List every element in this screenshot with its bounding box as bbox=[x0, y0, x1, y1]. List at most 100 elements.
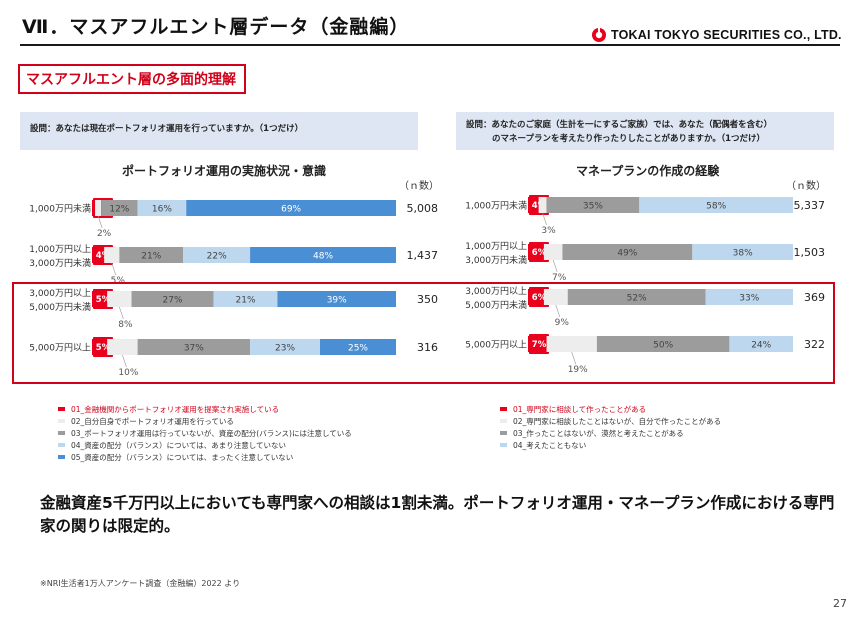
portfolio-legend-item: 03_ポートフォリオ運用は行っていないが、資産の配分(バランス)には注意している bbox=[58, 427, 352, 439]
portfolio-n-count: 5,008 bbox=[407, 202, 439, 215]
portfolio-n-count: 316 bbox=[417, 341, 438, 354]
portfolio-bar-2 bbox=[131, 291, 214, 307]
moneyplan-data-label: 9% bbox=[555, 318, 570, 328]
portfolio-data-label: 8% bbox=[118, 320, 133, 330]
portfolio-data-label: 10% bbox=[118, 368, 138, 378]
portfolio-leader-line bbox=[111, 262, 117, 276]
portfolio-bar-1 bbox=[107, 339, 138, 355]
portfolio-n-count: 1,437 bbox=[407, 249, 439, 262]
portfolio-data-label: 4% bbox=[96, 251, 111, 261]
portfolio-bar-4 bbox=[277, 291, 396, 307]
moneyplan-legend-swatch bbox=[500, 419, 507, 423]
question-box-portfolio: 設問：あなたは現在ポートフォリオ運用を行っていますか。（1つだけ） bbox=[20, 112, 418, 150]
moneyplan-legend-item: 01_専門家に相談して作ったことがある bbox=[500, 403, 721, 415]
moneyplan-leader-line bbox=[542, 212, 547, 226]
moneyplan-bar-3 bbox=[639, 197, 793, 213]
moneyplan-data-label: 3% bbox=[541, 226, 556, 236]
moneyplan-bar-1 bbox=[546, 336, 597, 352]
portfolio-bar-4 bbox=[250, 247, 396, 263]
portfolio-category-label: 3,000万円未満 bbox=[29, 257, 91, 269]
moneyplan-leader-line bbox=[552, 259, 558, 273]
moneyplan-data-label: 50% bbox=[653, 341, 673, 351]
moneyplan-n-count: 322 bbox=[804, 338, 825, 351]
moneyplan-legend-swatch bbox=[500, 443, 507, 447]
moneyplan-category-label: 3,000万円未満 bbox=[465, 254, 527, 266]
portfolio-data-label: 27% bbox=[163, 296, 183, 306]
portfolio-legend-label: 05_資産の配分（バランス）については、まったく注意していない bbox=[71, 452, 294, 462]
portfolio-bar-3 bbox=[213, 291, 278, 307]
portfolio-legend-label: 02_自分自身でポートフォリオ運用を行っている bbox=[71, 416, 234, 426]
moneyplan-bar-2 bbox=[562, 244, 693, 260]
legend-portfolio: 01_金融機関からポートフォリオ運用を提案され実施している 02_自分自身でポート… bbox=[58, 403, 352, 463]
portfolio-category-label: 1,000万円未満 bbox=[29, 203, 91, 215]
moneyplan-category-label: 3,000万円以上 bbox=[465, 286, 527, 297]
company-logo-icon bbox=[592, 28, 606, 42]
moneyplan-leader-line bbox=[571, 351, 577, 365]
moneyplan-category-label: 5,000万円以上 bbox=[465, 340, 527, 351]
slide-title: Ⅶ．マスアフルエント層データ（金融編） bbox=[22, 16, 410, 38]
portfolio-category-label: 5,000万円以上 bbox=[29, 343, 91, 354]
portfolio-legend-item: 01_金融機関からポートフォリオ運用を提案され実施している bbox=[58, 403, 352, 415]
moneyplan-bar-3 bbox=[692, 244, 793, 260]
portfolio-bar-4 bbox=[186, 200, 396, 216]
moneyplan-data-label: 6% bbox=[532, 248, 547, 258]
moneyplan-leader-line bbox=[555, 304, 561, 318]
section-label: マスアフルエント層の多面的理解 bbox=[18, 64, 246, 94]
moneyplan-badge bbox=[529, 334, 549, 354]
moneyplan-n-count: 5,337 bbox=[794, 199, 826, 212]
moneyplan-bar-3 bbox=[705, 289, 793, 305]
moneyplan-bar-1 bbox=[538, 197, 547, 213]
portfolio-data-label: 23% bbox=[275, 344, 295, 354]
conclusion-text: 金融資産5千万円以上においても専門家への相談は1割未満。ポートフォリオ運用・マネ… bbox=[40, 494, 835, 535]
moneyplan-data-label: 6% bbox=[532, 293, 547, 303]
source-footnote: ※NRI生活者1万人アンケート調査（金融編）2022 より bbox=[40, 579, 241, 588]
portfolio-data-label: 39% bbox=[327, 296, 347, 306]
portfolio-bar-4 bbox=[320, 339, 396, 355]
chart-title-portfolio: ポートフォリオ運用の実施状況・意識 bbox=[122, 164, 327, 178]
title-underline bbox=[20, 44, 840, 46]
moneyplan-bar-1 bbox=[543, 289, 568, 305]
moneyplan-category-label: 1,000万円未満 bbox=[465, 200, 527, 212]
moneyplan-data-label: 52% bbox=[627, 294, 647, 304]
chart-title-moneyplan: マネープランの作成の経験 bbox=[576, 164, 720, 178]
moneyplan-data-label: 49% bbox=[617, 249, 637, 259]
moneyplan-data-label: 7% bbox=[552, 273, 567, 283]
portfolio-category-label: 5,000万円未満 bbox=[29, 301, 91, 313]
moneyplan-bar-2 bbox=[546, 197, 640, 213]
moneyplan-data-label: 33% bbox=[739, 294, 759, 304]
portfolio-data-label: 21% bbox=[236, 296, 256, 306]
moneyplan-legend-swatch bbox=[500, 431, 507, 435]
portfolio-bar-1 bbox=[107, 291, 132, 307]
portfolio-bar-2 bbox=[119, 247, 184, 263]
portfolio-bar-3 bbox=[183, 247, 251, 263]
portfolio-legend-swatch bbox=[58, 431, 65, 435]
question-text-portfolio: 設問：あなたは現在ポートフォリオ運用を行っていますか。（1つだけ） bbox=[30, 124, 304, 134]
portfolio-data-label: 21% bbox=[141, 252, 161, 262]
portfolio-data-label: 22% bbox=[207, 252, 227, 262]
moneyplan-data-label: 24% bbox=[751, 341, 771, 351]
moneyplan-bar-1 bbox=[543, 244, 563, 260]
moneyplan-bar-3 bbox=[729, 336, 793, 352]
n-count-header-moneyplan: （ｎ数） bbox=[786, 181, 826, 192]
portfolio-legend-swatch bbox=[58, 455, 65, 459]
highlight-frame bbox=[12, 282, 835, 384]
portfolio-legend-label: 03_ポートフォリオ運用は行っていないが、資産の配分(バランス)には注意している bbox=[71, 428, 352, 438]
portfolio-category-label: 3,000万円以上 bbox=[29, 288, 91, 299]
moneyplan-bar-2 bbox=[567, 289, 706, 305]
moneyplan-category-label: 1,000万円以上 bbox=[465, 241, 527, 252]
moneyplan-legend-item: 04_考えたこともない bbox=[500, 439, 721, 451]
portfolio-leader-line bbox=[97, 215, 103, 229]
portfolio-category-label: 1,000万円以上 bbox=[29, 244, 91, 255]
portfolio-leader-line bbox=[119, 306, 124, 320]
portfolio-data-label: 69% bbox=[281, 205, 301, 215]
portfolio-legend-swatch bbox=[58, 443, 65, 447]
moneyplan-bar-2 bbox=[596, 336, 730, 352]
portfolio-bar-2 bbox=[101, 200, 138, 216]
n-count-header-portfolio: （ｎ数） bbox=[399, 181, 439, 192]
portfolio-leader-line bbox=[122, 354, 127, 368]
moneyplan-legend-item: 03_作ったことはないが、漠然と考えたことがある bbox=[500, 427, 721, 439]
question-text-moneyplan-line1: 設問：あなたのご家庭（生計を一にするご家族）では、あなた（配偶者を含む） bbox=[466, 120, 773, 130]
portfolio-legend-item: 04_資産の配分（バランス）については、あまり注意していない bbox=[58, 439, 352, 451]
portfolio-legend-swatch bbox=[58, 407, 65, 411]
